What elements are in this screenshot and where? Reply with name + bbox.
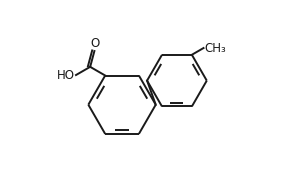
Text: CH₃: CH₃ [204, 42, 226, 55]
Text: HO: HO [57, 69, 75, 82]
Text: O: O [91, 37, 100, 50]
